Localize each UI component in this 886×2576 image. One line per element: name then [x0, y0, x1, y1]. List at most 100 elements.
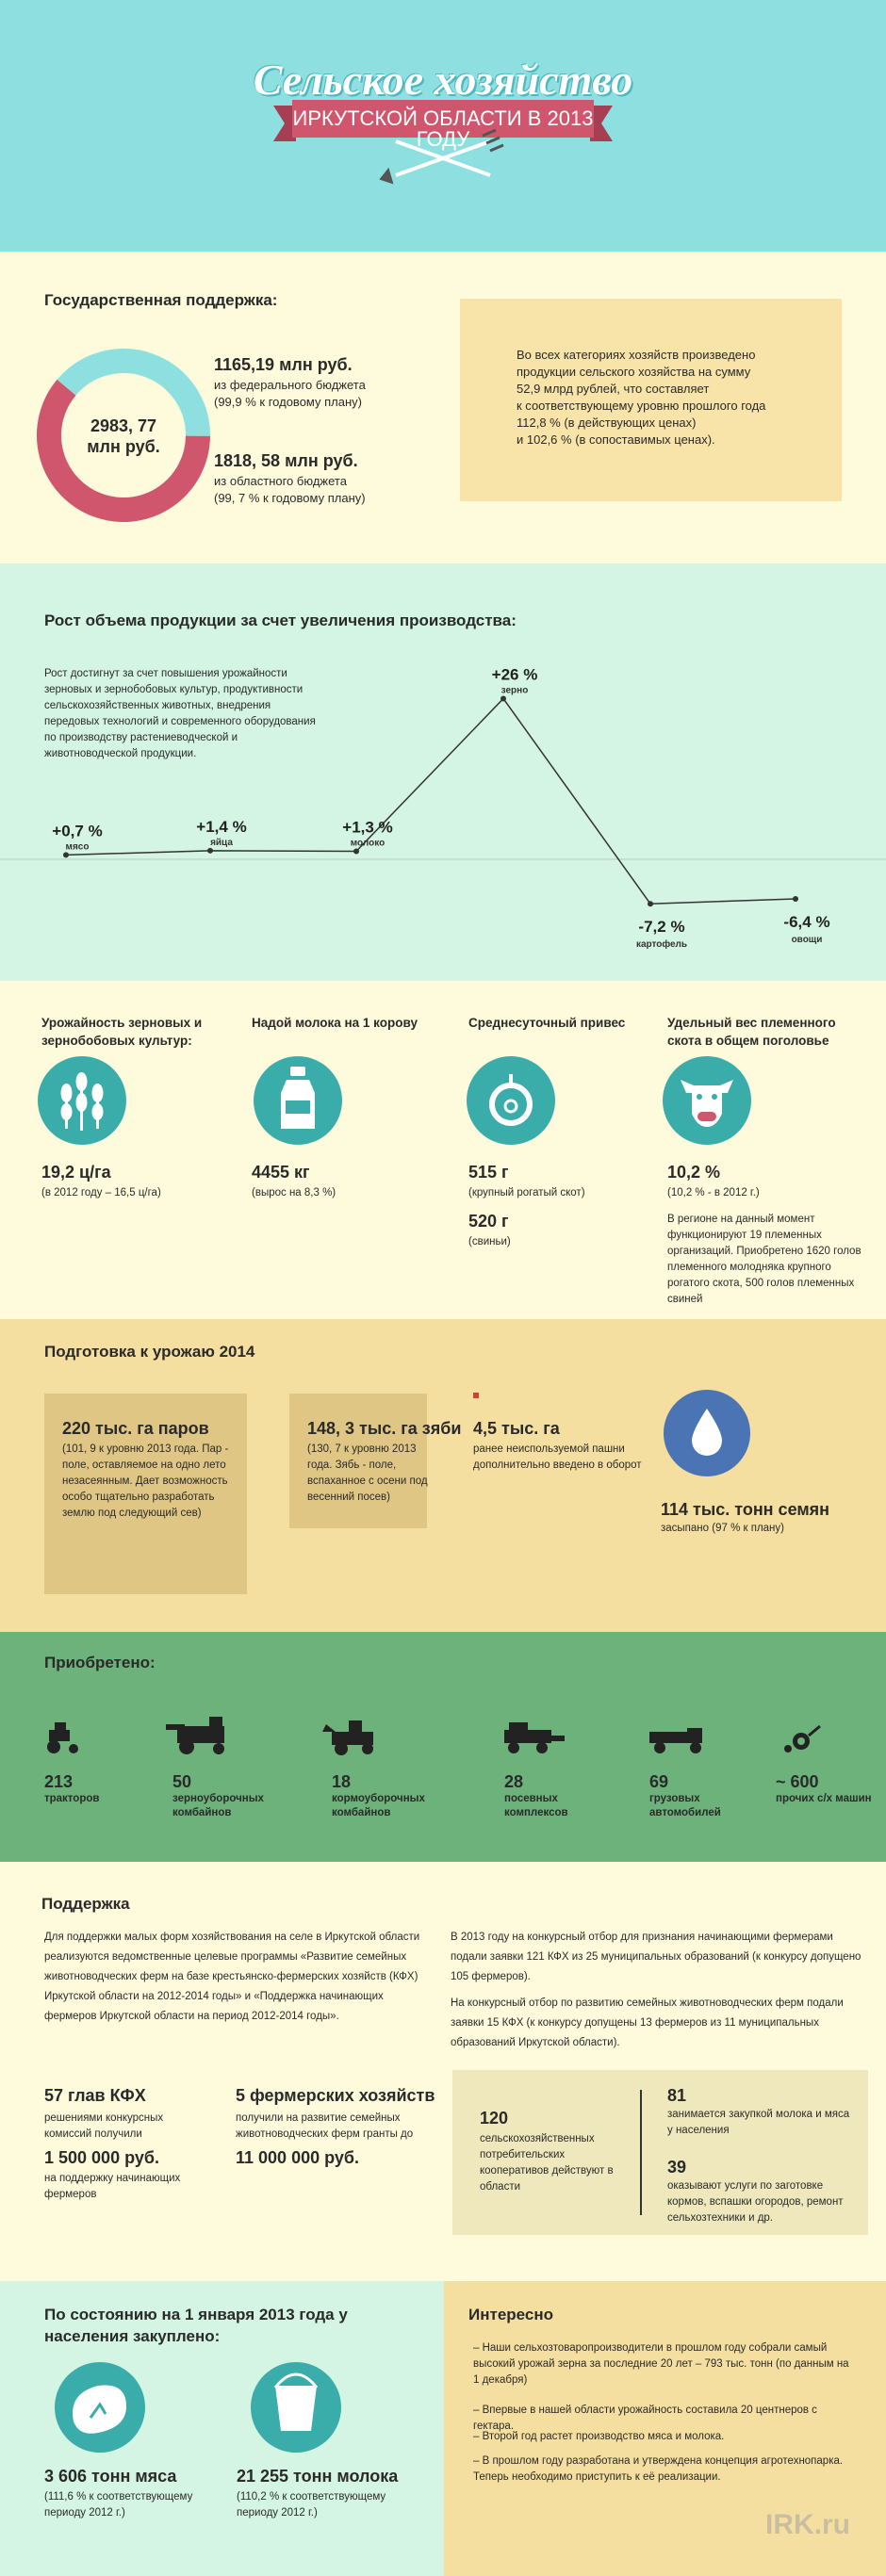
description-line: по производству растениеводческой и [44, 732, 238, 743]
value-label: -6,4 % [783, 913, 829, 931]
source: из областного бюджета [214, 474, 347, 488]
item-label: тракторов [44, 1793, 100, 1804]
item-label: прочих с/х машин [776, 1793, 872, 1804]
section-heading: Подготовка к урожаю 2014 [44, 1343, 255, 1361]
paragraph: На конкурсный отбор по развитию семейных… [451, 1997, 844, 2048]
interesting-bg [444, 2281, 886, 2576]
donut-total: 2983, 77 [90, 416, 157, 435]
metric-value: 10,2 % [667, 1163, 721, 1182]
purchased-title: 3 606 тонн мяса [44, 2467, 177, 2486]
item-label: зерноуборочных комбайнов [172, 1793, 264, 1818]
fact: – Наши сельхозтоваропроизводители в прош… [473, 2342, 849, 2386]
category-label: картофель [636, 938, 687, 950]
stat-amount: 1 500 000 руб. [44, 2148, 159, 2167]
section-heading: Рост объема продукции за счет увеличения… [44, 611, 517, 629]
section-heading: Интересно [468, 2306, 553, 2323]
donut-segment [57, 349, 210, 437]
item-value: 18 [332, 1772, 352, 1791]
amount: 1165,19 млн руб. [214, 355, 353, 374]
vehicle-icons [47, 1717, 821, 1755]
subtitle: ИРКУТСКОЙ ОБЛАСТИ В 2013 ГОДУ [292, 106, 594, 151]
point [648, 901, 653, 907]
category-label: яйца [210, 838, 233, 848]
paragraph: Для поддержки малых форм хозяйствования … [44, 1932, 420, 2022]
harvest-title: 4,5 тыс. га [473, 1419, 560, 1438]
coop-value: 120 [480, 2109, 509, 2128]
ribbon [273, 100, 613, 141]
harvest-text: ранее неиспользуемой пашни дополнительно… [473, 1443, 642, 1471]
metric-heading: Надой молока на 1 корову [252, 1016, 418, 1030]
value-label: +26 % [492, 665, 538, 683]
marker [473, 1393, 479, 1398]
section-heading: По состоянию на 1 января 2013 года у нас… [44, 2306, 348, 2345]
fact: – Второй год растет производство мяса и … [473, 2431, 725, 2442]
point [63, 852, 69, 858]
point [353, 848, 359, 855]
fact: – Впервые в нашей области урожайность со… [473, 2405, 817, 2432]
stat-title: 57 глав КФХ [44, 2086, 146, 2105]
amount: 1818, 58 млн руб. [214, 451, 358, 470]
line [65, 697, 796, 905]
acquired-bg [0, 1632, 886, 1862]
metric-text: В регионе на данный момент функционируют… [667, 1214, 861, 1305]
item-label: грузовых автомобилей [649, 1793, 721, 1818]
purchased-note: (110,2 % к соответствующему периоду 2012… [237, 2491, 386, 2519]
value-label: +0,7 % [52, 822, 102, 840]
coop-text: оказывают услуги по заготовке кормов, вс… [667, 2180, 844, 2224]
value-label: +1,4 % [196, 818, 246, 836]
note: (99, 7 % к годовому плану) [214, 491, 366, 505]
fact: – В прошлом году разработана и утвержден… [473, 2455, 844, 2483]
description-line: сельскохозяйственных животных, внедрения [44, 700, 271, 711]
box-line: продукции сельского хозяйства на сумму [517, 365, 751, 379]
harvest-title: 114 тыс. тонн семян [661, 1500, 830, 1519]
note: (99,9 % к годовому плану) [214, 395, 362, 409]
purchased-note: (111,6 % к соответствующему периоду 2012… [44, 2491, 193, 2519]
drop-icon [692, 1409, 722, 1456]
coop-value: 81 [667, 2086, 687, 2105]
box-line: Во всех категориях хозяйств произведено [517, 348, 756, 362]
section-heading: Приобретено: [44, 1654, 156, 1671]
section-heading: Государственная поддержка: [44, 291, 278, 309]
metric-note: (вырос на 8,3 %) [252, 1187, 336, 1198]
section-heading: Поддержка [41, 1895, 130, 1913]
metric-note: (свиньи) [468, 1236, 511, 1247]
donut-segment [37, 379, 210, 522]
harvest-box [289, 1394, 427, 1528]
stat-title: 5 фермерских хозяйств [236, 2086, 435, 2105]
category-label: мясо [66, 841, 90, 852]
box-line: 112,8 % (в действующих ценах) [517, 416, 697, 430]
description-line: передовых технологий и современного обор… [44, 716, 316, 727]
category-label: молоко [351, 838, 385, 848]
point [207, 847, 213, 854]
description-line: зерновых и зернобобовых культур, продукт… [44, 684, 304, 695]
harvest-text: засыпано (97 % к плану) [661, 1523, 784, 1534]
harvest-text: (130, 7 к уровню 2013 года. Зябь - поле,… [307, 1443, 428, 1503]
description-line: животноводческой продукции. [44, 748, 197, 759]
harvest-box [44, 1394, 247, 1594]
metric-heading: Удельный вес племенного скота в общем по… [667, 1016, 836, 1048]
line-chart: +0,7 %мясо +1,4 % яйца +1,3 % молоко +26 % зер… [0, 665, 886, 950]
source: из федерального бюджета [214, 378, 366, 392]
coop-text: сельскохозяйственных потребительских коо… [480, 2133, 614, 2193]
coop-value: 39 [667, 2158, 687, 2177]
donut [37, 349, 210, 522]
title: Сельское хозяйство [253, 56, 633, 104]
paragraph: В 2013 году на конкурсный отбор для приз… [451, 1932, 861, 1982]
box-line: 52,9 млрд рублей, что составляет [517, 382, 710, 396]
growth-bg [0, 563, 886, 981]
item-label: кормоуборочных комбайнов [332, 1793, 425, 1818]
point [500, 695, 506, 702]
info-box [460, 299, 842, 501]
item-value: 69 [649, 1772, 669, 1791]
box-line: и 102,6 % (в сопоставимых ценах). [517, 432, 715, 447]
item-value: 213 [44, 1772, 74, 1791]
stat-text: получили на развитие семейных животновод… [236, 2112, 414, 2140]
category-label: овощи [792, 935, 823, 945]
box-line: к соответствующему уровню прошлого года [517, 399, 766, 413]
metric-note: (крупный рогатый скот) [468, 1187, 585, 1198]
value-label: +1,3 % [342, 818, 392, 836]
metric-icons [38, 1056, 751, 1145]
harvest-text: (101, 9 к уровню 2013 года. Пар - поле, … [62, 1443, 229, 1519]
stat-text: решениями конкурсных комиссий получили [44, 2112, 164, 2140]
